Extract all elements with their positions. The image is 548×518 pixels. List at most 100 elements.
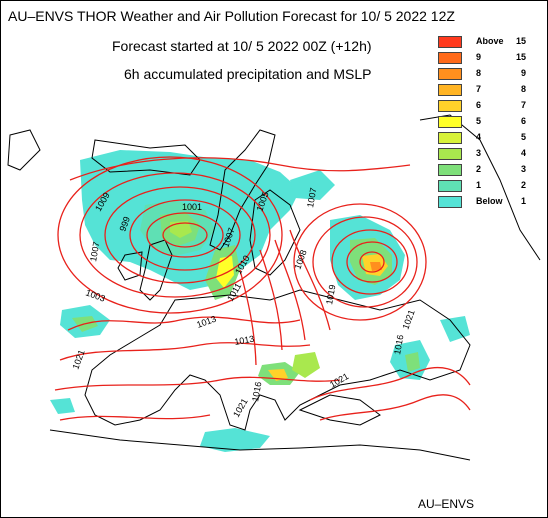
legend-range-high: 8 xyxy=(520,84,526,94)
isobar xyxy=(57,156,283,314)
legend-range-low: 6 xyxy=(476,100,482,110)
legend-range-high: 4 xyxy=(520,148,526,158)
isobar xyxy=(104,186,256,284)
legend-range-high: 15 xyxy=(515,52,526,62)
precip-area xyxy=(290,170,335,200)
legend-range-high: 15 xyxy=(515,36,526,46)
legend-range-low: 4 xyxy=(476,132,482,142)
precip-area xyxy=(440,316,470,342)
isobar-label: 1021 xyxy=(400,308,416,330)
legend-range-low: 5 xyxy=(476,116,482,126)
isobar xyxy=(146,212,224,258)
legend-swatch xyxy=(438,68,462,80)
isobar xyxy=(274,239,306,341)
coastline xyxy=(139,239,173,301)
precip-area xyxy=(216,256,234,288)
legend-range-low: Below xyxy=(476,196,503,206)
isobar xyxy=(67,316,301,331)
isobar xyxy=(129,199,241,271)
isobar-label: 1021 xyxy=(70,348,86,370)
isobar-label: 1019 xyxy=(324,284,337,305)
isobar-label: 1001 xyxy=(182,202,202,212)
legend-row: Above 15 xyxy=(438,35,542,51)
isobar xyxy=(239,269,257,366)
isobar xyxy=(69,157,411,181)
forecast-start-line: Forecast started at 10/ 5 2022 00Z (+12h… xyxy=(112,38,372,54)
legend-swatch xyxy=(438,164,462,176)
legend-range-low: 2 xyxy=(476,164,482,174)
legend-swatch xyxy=(438,148,462,160)
isobar-label: 1016 xyxy=(392,334,405,355)
coastlines xyxy=(7,114,541,461)
legend-range-low: 7 xyxy=(476,84,482,94)
isobar-label: 1021 xyxy=(231,397,250,419)
isobar-label: 999 xyxy=(117,215,132,233)
isobar-label: 1016 xyxy=(250,381,263,402)
isobar-label: 1007 xyxy=(305,187,318,208)
isobar xyxy=(259,249,283,351)
legend-swatch xyxy=(438,100,462,112)
legend-range-high: 6 xyxy=(520,116,526,126)
precip-area xyxy=(370,262,382,271)
isobar xyxy=(309,366,471,401)
legend-swatch xyxy=(438,196,462,208)
chart-title: AU–ENVS THOR Weather and Air Pollution F… xyxy=(8,8,455,24)
precipitation-field xyxy=(50,150,470,452)
isobar xyxy=(312,216,418,308)
isobar xyxy=(359,251,385,273)
isobar xyxy=(59,414,211,421)
legend-range-high: 1 xyxy=(520,196,526,206)
legend-range-high: 7 xyxy=(520,100,526,110)
legend-row: Below 1 xyxy=(438,195,542,211)
coastline xyxy=(117,251,143,281)
coastline xyxy=(419,114,541,261)
legend-swatch xyxy=(438,132,462,144)
legend-range-high: 2 xyxy=(520,180,526,190)
isobar-label: 1007 xyxy=(88,241,101,262)
legend-range-low: 3 xyxy=(476,148,482,158)
isobar xyxy=(162,222,208,248)
field-description-line: 6h accumulated precipitation and MSLP xyxy=(124,66,372,82)
isobar-label: 1013 xyxy=(234,334,255,347)
precip-area xyxy=(50,398,75,414)
legend-swatch xyxy=(438,116,462,128)
credit-label: AU–ENVS xyxy=(418,497,475,511)
coastline xyxy=(298,394,381,426)
isobar xyxy=(331,229,409,295)
isobar xyxy=(319,394,471,421)
legend-range-low: Above xyxy=(476,36,504,46)
coastline xyxy=(84,289,471,431)
precip-area xyxy=(170,221,192,238)
isobar xyxy=(79,172,271,298)
legend-range-high: 3 xyxy=(520,164,526,174)
coastline xyxy=(7,129,41,171)
coastline xyxy=(209,129,276,251)
precip-area xyxy=(292,352,320,378)
precip-area xyxy=(200,428,270,452)
legend-row: 9 15 xyxy=(438,51,542,67)
isobar xyxy=(54,376,341,391)
precipitation-legend: Above 15 9 15 8 9 7 8 6 7 5 6 4 5 3 4 2 3 1 2 Below 1 xyxy=(438,35,542,211)
isobar xyxy=(59,342,311,361)
isobar xyxy=(289,229,331,331)
legend-range-high: 5 xyxy=(520,132,526,142)
legend-range-low: 1 xyxy=(476,180,482,190)
isobar-label: 1013 xyxy=(195,314,217,330)
coastline xyxy=(49,429,471,461)
legend-swatch xyxy=(438,36,462,48)
coastline xyxy=(91,139,201,176)
isobar-label: 1021 xyxy=(328,371,350,390)
legend-swatch xyxy=(438,84,462,96)
isobar xyxy=(293,203,427,321)
isobar xyxy=(346,241,398,283)
legend-swatch xyxy=(438,52,462,64)
